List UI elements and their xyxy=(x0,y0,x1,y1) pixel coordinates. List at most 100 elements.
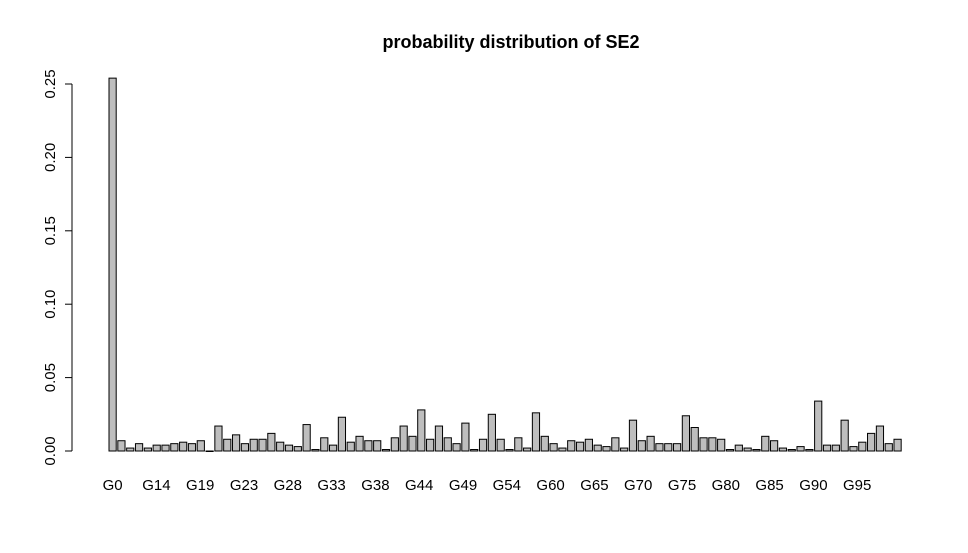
bar xyxy=(531,412,541,452)
x-tick-label: G60 xyxy=(536,477,564,494)
bar xyxy=(276,441,285,452)
bar xyxy=(346,441,355,452)
x-tick-label: G44 xyxy=(405,477,433,494)
bar xyxy=(487,413,496,452)
bar xyxy=(496,438,505,452)
bar xyxy=(187,443,197,452)
bar xyxy=(108,77,117,452)
x-tick-label: G28 xyxy=(274,477,302,494)
bar xyxy=(443,437,452,452)
x-tick-label: G90 xyxy=(799,477,827,494)
bar xyxy=(505,449,514,452)
bar xyxy=(170,443,179,452)
bar xyxy=(452,443,461,452)
bars xyxy=(108,77,902,452)
bar xyxy=(179,441,188,452)
bar xyxy=(549,443,558,452)
bar xyxy=(567,440,576,452)
bar xyxy=(761,435,770,452)
bar xyxy=(814,400,823,452)
bar xyxy=(478,438,488,452)
bar xyxy=(364,440,373,452)
x-tick-label: G19 xyxy=(186,477,214,494)
bar xyxy=(752,449,761,452)
bar xyxy=(196,440,205,452)
bar xyxy=(214,425,223,452)
x-tick-label: G80 xyxy=(712,477,740,494)
bar xyxy=(637,440,646,452)
x-tick-label: G85 xyxy=(755,477,783,494)
x-tick-label: G70 xyxy=(624,477,652,494)
bar xyxy=(805,449,814,452)
bar xyxy=(778,447,788,452)
bar xyxy=(390,437,399,452)
y-tick-label: 0.20 xyxy=(42,143,59,172)
bar xyxy=(205,450,214,452)
bar xyxy=(796,446,805,452)
bar xyxy=(408,435,417,452)
bar xyxy=(134,443,144,452)
bar xyxy=(690,427,699,452)
bar xyxy=(725,449,735,452)
x-tick-label: G65 xyxy=(580,477,608,494)
bar xyxy=(584,438,593,452)
bar xyxy=(470,449,479,452)
bar xyxy=(143,447,152,452)
x-axis-labels: G0 G14 G19 G23 G28 G33 G38 G44 G49 G54 G60 G65 G70 G7… xyxy=(103,477,872,494)
bar xyxy=(231,434,241,452)
y-tick-label: 0.05 xyxy=(42,363,59,392)
x-tick-label: G75 xyxy=(668,477,696,494)
bar xyxy=(858,441,867,452)
bar xyxy=(664,443,673,452)
bar xyxy=(770,440,779,452)
bar xyxy=(558,447,567,452)
x-tick-label: G38 xyxy=(361,477,389,494)
bar xyxy=(672,443,682,452)
bar xyxy=(884,443,893,452)
bar xyxy=(373,440,382,452)
x-tick-label: G23 xyxy=(230,477,258,494)
bar xyxy=(602,446,611,452)
bar xyxy=(302,424,311,452)
bar xyxy=(849,446,858,452)
bar xyxy=(743,447,752,452)
bar xyxy=(223,438,232,452)
bar xyxy=(417,409,426,452)
bar xyxy=(258,438,267,452)
bar xyxy=(514,437,523,452)
bar xyxy=(240,443,250,452)
bar xyxy=(152,444,161,452)
bar xyxy=(311,449,320,452)
x-tick-label: G95 xyxy=(843,477,871,494)
bar xyxy=(355,435,364,452)
bar xyxy=(734,444,743,452)
bar xyxy=(708,437,717,452)
bar xyxy=(267,432,276,452)
bar xyxy=(337,416,347,452)
bar xyxy=(249,438,258,452)
bar xyxy=(787,449,796,452)
bar xyxy=(681,415,690,452)
x-tick-label: G54 xyxy=(493,477,521,494)
bar xyxy=(593,444,602,452)
bar xyxy=(399,425,408,452)
bar xyxy=(875,425,885,452)
y-tick-label: 0.10 xyxy=(42,290,59,319)
bar xyxy=(575,441,585,452)
bar xyxy=(655,443,664,452)
bar xyxy=(628,419,638,452)
chart-title: probability distribution of SE2 xyxy=(382,32,639,52)
bar xyxy=(117,440,126,452)
bar xyxy=(126,447,135,452)
bar xyxy=(831,444,840,452)
bar xyxy=(523,447,532,452)
bar xyxy=(893,438,902,452)
y-axis: 0.00 0.05 0.10 0.15 0.20 0.25 xyxy=(42,69,73,466)
bar xyxy=(329,444,338,452)
bar xyxy=(426,438,435,452)
bar xyxy=(540,435,549,452)
bar xyxy=(434,425,444,452)
bar xyxy=(611,437,620,452)
bar xyxy=(867,432,876,452)
